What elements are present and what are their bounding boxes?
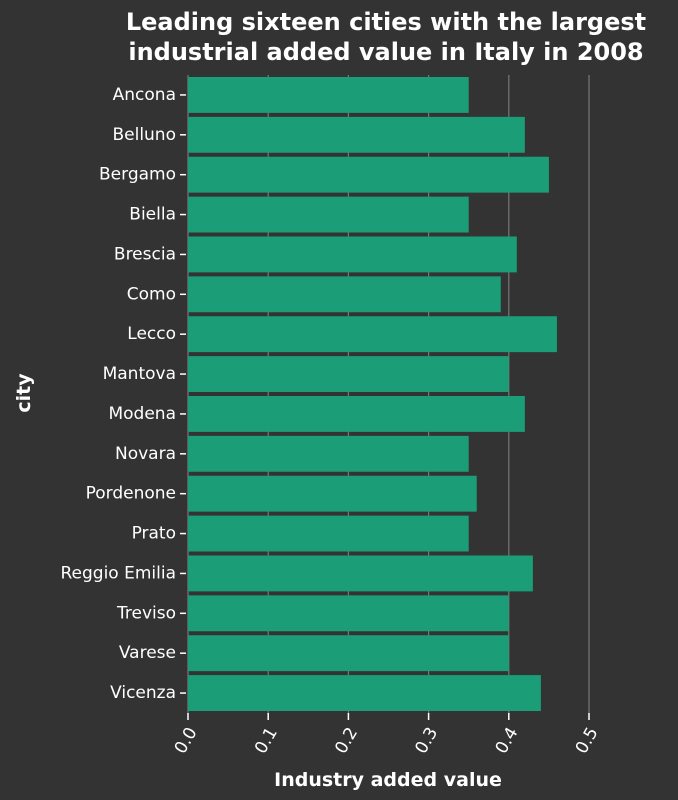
bar-vicenza: [188, 675, 541, 712]
x-tick-label: 0.1: [251, 724, 282, 757]
bar-treviso: [188, 595, 509, 632]
y-tick-label: Biella: [129, 205, 176, 225]
bar-ancona: [188, 76, 469, 113]
y-tick-label: Treviso: [116, 603, 176, 623]
bar-reggio-emilia: [188, 555, 533, 592]
bar-brescia: [188, 236, 517, 273]
y-tick-label: Ancona: [113, 85, 176, 105]
y-tick-label: Novara: [115, 444, 176, 464]
x-tick-label: 0.2: [331, 724, 362, 757]
chart-title-line-2: industrial added value in Italy in 2008: [128, 38, 643, 66]
y-axis: Ancona Belluno Bergamo Biella Brescia Como Lec…: [60, 85, 186, 703]
y-tick-label: Reggio Emilia: [60, 563, 176, 583]
y-tick-label: Modena: [108, 404, 176, 424]
x-tick-label: 0.4: [492, 724, 523, 757]
bar-belluno: [188, 116, 525, 153]
bar-biella: [188, 196, 469, 233]
y-tick-label: Brescia: [114, 244, 176, 264]
bars: [188, 76, 557, 712]
bar-lecco: [188, 316, 557, 353]
y-tick-label: Vicenza: [110, 683, 176, 703]
bar-prato: [188, 515, 469, 552]
y-tick-label: Bergamo: [99, 165, 176, 185]
y-tick-label: Prato: [132, 524, 176, 544]
y-tick-label: Como: [127, 284, 176, 304]
bar-novara: [188, 435, 469, 472]
bar-bergamo: [188, 156, 549, 193]
y-tick-label: Lecco: [127, 324, 176, 344]
bar-pordenone: [188, 475, 477, 512]
y-tick-label: Mantova: [103, 364, 176, 384]
y-tick-label: Varese: [119, 643, 176, 663]
x-tick-label: 0.5: [572, 724, 603, 757]
x-tick-label: 0.3: [411, 724, 442, 757]
x-axis: 0.0 0.1 0.2 0.3 0.4 0.5: [171, 713, 603, 757]
x-tick-label: 0.0: [171, 724, 202, 757]
bar-modena: [188, 395, 525, 432]
y-tick-label: Belluno: [112, 125, 176, 145]
x-axis-label: Industry added value: [274, 769, 502, 791]
bar-como: [188, 276, 501, 313]
y-tick-label: Pordenone: [86, 484, 176, 504]
bar-varese: [188, 635, 509, 672]
chart-title-line-1: Leading sixteen cities with the largest: [126, 8, 646, 36]
chart-title: Leading sixteen cities with the largest …: [126, 8, 646, 66]
bar-mantova: [188, 356, 509, 393]
y-axis-label: city: [13, 373, 35, 413]
